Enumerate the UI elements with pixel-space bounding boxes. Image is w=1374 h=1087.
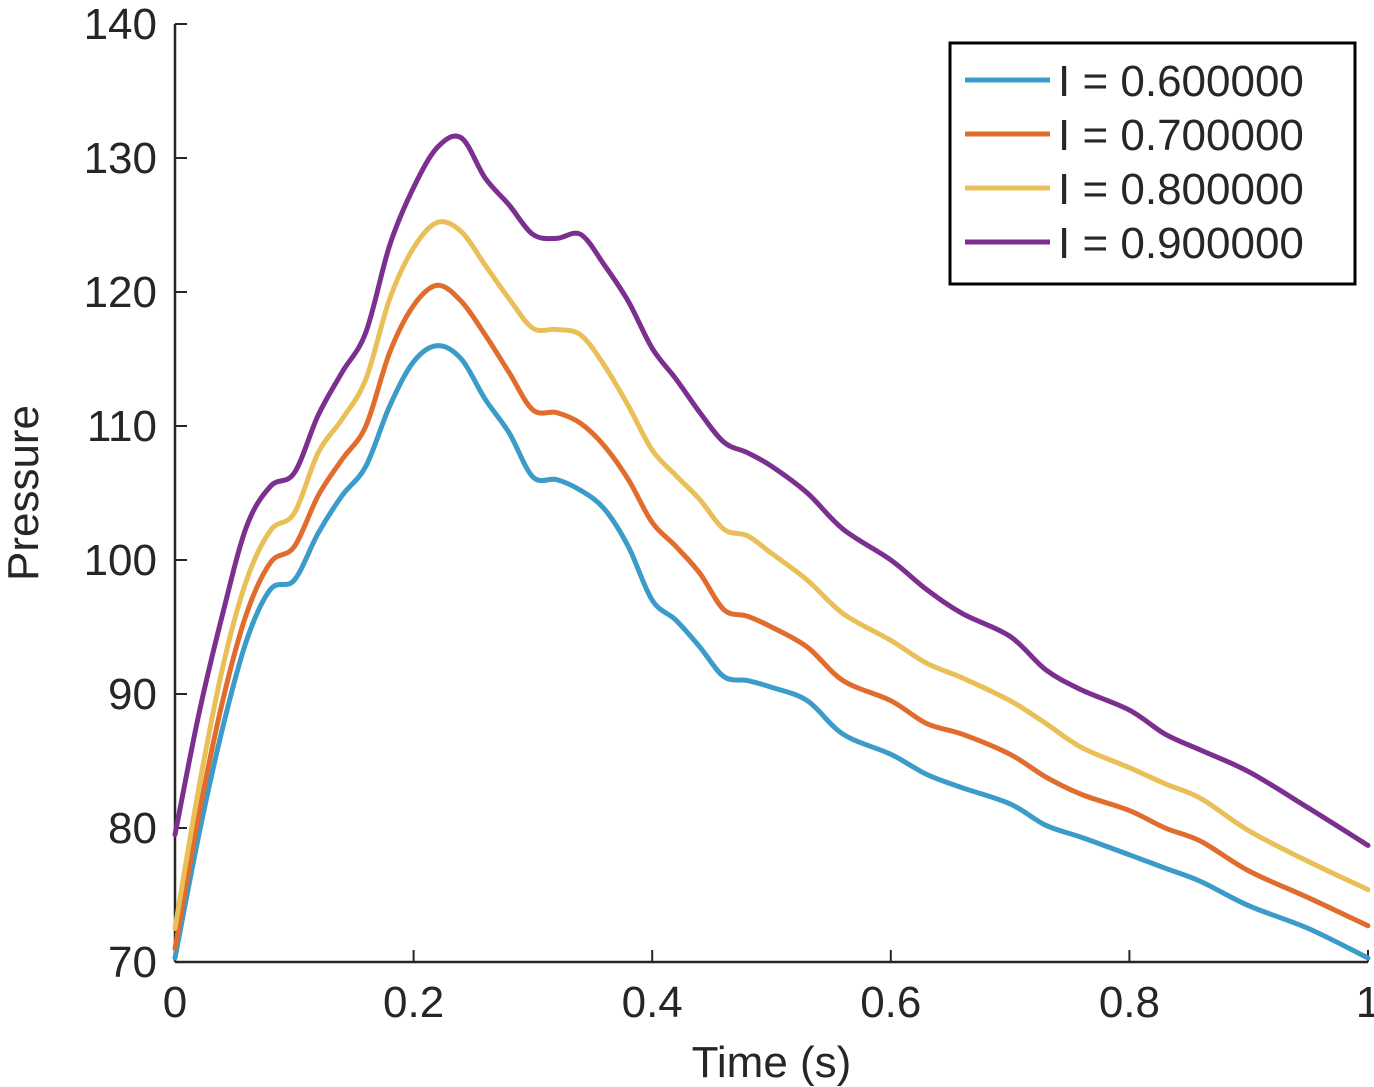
series-layer [172, 133, 1371, 961]
x-tick-label: 0 [163, 978, 187, 1027]
series-line-1 [172, 343, 1371, 961]
x-tick-label: 0.8 [1099, 978, 1160, 1027]
x-axis-label: Time (s) [692, 1038, 852, 1087]
x-tick-label: 1 [1356, 978, 1374, 1027]
x-tick-label: 0.4 [622, 978, 683, 1027]
legend-box [948, 41, 1357, 286]
y-tick-label: 130 [84, 134, 157, 183]
legend-label-1: I = 0.600000 [1058, 57, 1304, 106]
series-line-4 [172, 133, 1371, 848]
y-tick-label: 110 [87, 402, 157, 451]
y-tick-label: 100 [84, 536, 157, 585]
x-tick-label: 0.2 [383, 978, 444, 1027]
x-tick-label: 0.6 [860, 978, 921, 1027]
legend-label-2: I = 0.700000 [1058, 111, 1304, 160]
series-line-2 [172, 282, 1371, 952]
series-line-3 [172, 219, 1371, 931]
legend-label-4: I = 0.900000 [1058, 219, 1304, 268]
legend: I = 0.600000 I = 0.700000 I = 0.800000 I = … [948, 41, 1357, 286]
y-tick-label: 70 [108, 938, 157, 987]
y-tick-label: 90 [108, 670, 157, 719]
y-axis-label: Pressure [0, 405, 48, 581]
legend-label-3: I = 0.800000 [1058, 165, 1304, 214]
y-tick-label: 80 [108, 804, 157, 853]
y-tick-label: 120 [84, 268, 157, 317]
y-tick-label: 140 [84, 0, 157, 49]
